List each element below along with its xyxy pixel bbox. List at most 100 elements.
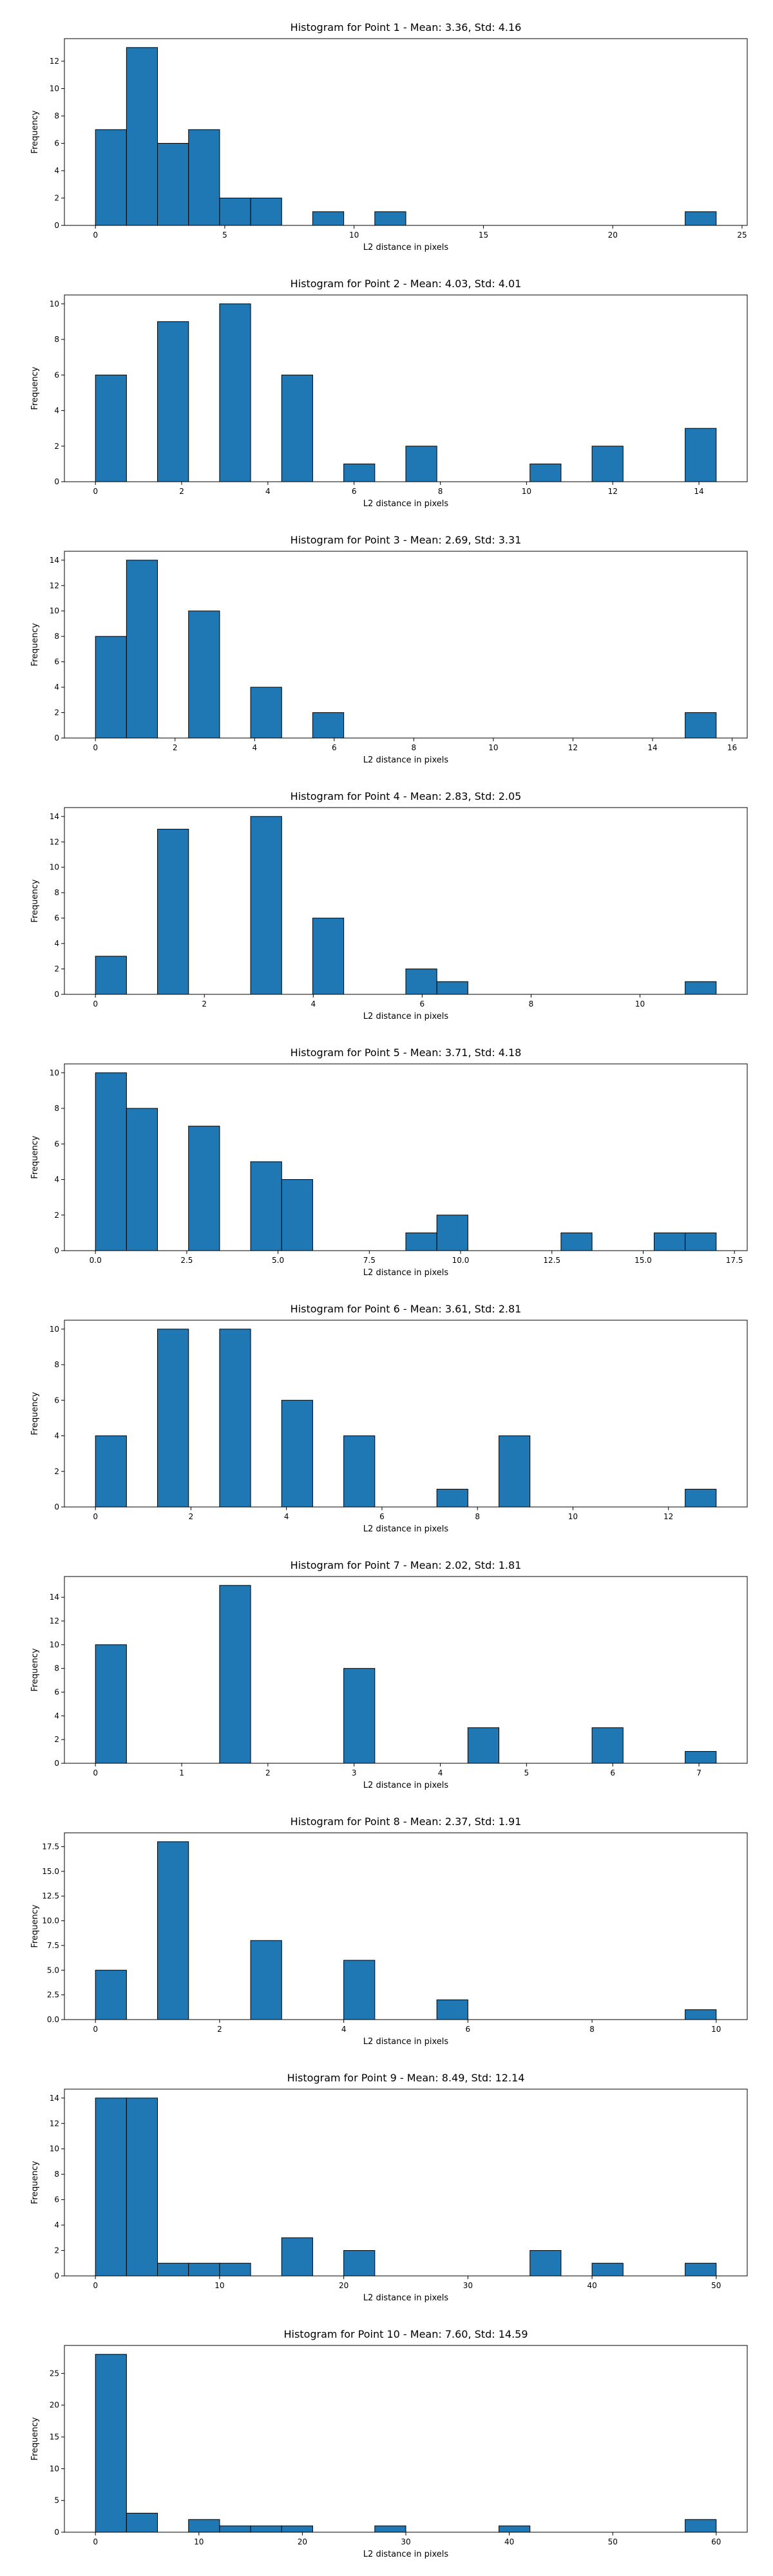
histogram-chart-8: Histogram for Point 8 - Mean: 2.37, Std:… bbox=[30, 1815, 748, 2047]
x-tick-label: 4 bbox=[252, 743, 257, 752]
x-tick-label: 6 bbox=[332, 743, 337, 752]
chart-title: Histogram for Point 7 - Mean: 2.02, Std:… bbox=[291, 1559, 522, 1571]
y-axis-label: Frequency bbox=[30, 1904, 40, 1947]
axes-frame bbox=[64, 38, 748, 226]
histogram-bar bbox=[126, 2512, 158, 2533]
histogram-bar bbox=[95, 1644, 127, 1764]
y-axis-label: Frequency bbox=[30, 879, 40, 922]
histogram-bar bbox=[126, 560, 158, 739]
histogram-chart-5: Histogram for Point 5 - Mean: 3.71, Std:… bbox=[30, 1046, 748, 1278]
x-tick-label: 8 bbox=[529, 999, 534, 1009]
histogram-bar bbox=[281, 2237, 313, 2277]
y-tick-label: 4 bbox=[54, 939, 59, 948]
histogram-bars bbox=[95, 1072, 717, 1251]
histogram-bars bbox=[95, 2098, 717, 2277]
histogram-bar bbox=[250, 198, 282, 226]
histogram-bar bbox=[685, 211, 717, 226]
histogram-bars bbox=[95, 2354, 717, 2533]
histogram-bar bbox=[126, 2098, 158, 2277]
y-axis-label: Frequency bbox=[30, 1648, 40, 1691]
y-axis-label: Frequency bbox=[30, 1135, 40, 1179]
axes-frame bbox=[64, 1576, 748, 1764]
x-tick-label: 2 bbox=[265, 1768, 271, 1777]
axes-frame bbox=[64, 1063, 748, 1251]
axes-frame bbox=[64, 2088, 748, 2277]
y-tick-label: 6 bbox=[54, 1396, 59, 1405]
x-tick-label: 4 bbox=[284, 1512, 289, 1521]
histogram-bar bbox=[685, 2009, 717, 2020]
y-tick-label: 6 bbox=[54, 1139, 59, 1148]
histogram-bar bbox=[188, 129, 220, 226]
x-tick-label: 14 bbox=[647, 743, 657, 752]
y-tick-label: 15.0 bbox=[42, 1867, 59, 1876]
y-tick-label: 5 bbox=[54, 2496, 59, 2505]
x-tick-label: 5.0 bbox=[272, 1256, 284, 1265]
histogram-bars bbox=[95, 1841, 717, 2020]
x-axis-label: L2 distance in pixels bbox=[363, 1268, 449, 1278]
histogram-bar bbox=[343, 463, 376, 482]
x-tick-label: 12.5 bbox=[543, 1256, 560, 1265]
y-tick-label: 5.0 bbox=[47, 1965, 59, 1975]
y-tick-label: 20 bbox=[50, 2401, 59, 2410]
y-tick-label: 4 bbox=[54, 406, 59, 415]
x-tick-label: 0 bbox=[93, 2537, 98, 2546]
histogram-bar bbox=[250, 816, 282, 995]
y-tick-label: 8 bbox=[54, 1104, 59, 1113]
x-tick-label: 1 bbox=[179, 1768, 184, 1777]
histogram-bar bbox=[157, 829, 189, 995]
x-tick-label: 12 bbox=[568, 743, 578, 752]
y-tick-label: 0 bbox=[54, 1246, 59, 1255]
y-tick-label: 8 bbox=[54, 888, 59, 897]
x-tick-label: 12 bbox=[663, 1512, 673, 1521]
y-tick-label: 2 bbox=[54, 2246, 59, 2255]
x-tick-label: 8 bbox=[438, 487, 443, 496]
chart-title: Histogram for Point 5 - Mean: 3.71, Std:… bbox=[291, 1046, 522, 1059]
histogram-chart-9: Histogram for Point 9 - Mean: 8.49, Std:… bbox=[30, 2072, 748, 2303]
x-tick-label: 5 bbox=[524, 1768, 530, 1777]
histogram-bar bbox=[685, 2519, 717, 2533]
histogram-chart-7: Histogram for Point 7 - Mean: 2.02, Std:… bbox=[30, 1559, 748, 1790]
x-tick-label: 15.0 bbox=[635, 1256, 652, 1265]
x-tick-label: 6 bbox=[379, 1512, 385, 1521]
x-tick-label: 4 bbox=[341, 2025, 347, 2034]
histogram-bar bbox=[95, 374, 127, 482]
y-tick-label: 8 bbox=[54, 1664, 59, 1673]
y-tick-label: 14 bbox=[50, 1593, 59, 1602]
y-tick-label: 10 bbox=[50, 863, 59, 872]
y-tick-label: 6 bbox=[54, 914, 59, 923]
histogram-bars bbox=[95, 303, 717, 482]
y-tick-label: 12.5 bbox=[42, 1891, 59, 1900]
x-axis-label: L2 distance in pixels bbox=[363, 2037, 449, 2047]
histogram-bar bbox=[343, 1435, 376, 1508]
histogram-bar bbox=[157, 1841, 189, 2020]
histogram-bar bbox=[188, 2262, 220, 2277]
histogram-bar bbox=[188, 1126, 220, 1251]
x-tick-label: 6 bbox=[466, 2025, 471, 2034]
histogram-bar bbox=[436, 1215, 468, 1251]
x-tick-label: 0 bbox=[93, 487, 98, 496]
x-tick-label: 0 bbox=[93, 999, 98, 1009]
y-tick-label: 12 bbox=[50, 581, 59, 590]
axes-frame bbox=[64, 807, 748, 995]
histogram-bar bbox=[436, 981, 468, 995]
histogram-bar bbox=[685, 2262, 717, 2277]
histogram-bar bbox=[281, 1179, 313, 1251]
x-tick-label: 2 bbox=[179, 487, 184, 496]
x-tick-label: 10 bbox=[194, 2537, 204, 2546]
x-tick-label: 6 bbox=[420, 999, 425, 1009]
histogram-bar bbox=[374, 211, 406, 226]
x-tick-label: 15 bbox=[479, 231, 488, 240]
histogram-bar bbox=[95, 956, 127, 995]
x-tick-label: 2 bbox=[202, 999, 207, 1009]
histogram-bar bbox=[219, 303, 251, 482]
x-tick-label: 12 bbox=[608, 487, 618, 496]
x-tick-label: 40 bbox=[504, 2537, 514, 2546]
y-tick-label: 4 bbox=[54, 166, 59, 175]
y-tick-label: 6 bbox=[54, 658, 59, 667]
x-tick-label: 3 bbox=[352, 1768, 357, 1777]
y-tick-label: 0 bbox=[54, 221, 59, 230]
y-tick-label: 0 bbox=[54, 477, 59, 486]
histogram-bar bbox=[467, 1727, 500, 1764]
chart-title: Histogram for Point 1 - Mean: 3.36, Std:… bbox=[291, 21, 522, 33]
histogram-bar bbox=[374, 2525, 406, 2533]
